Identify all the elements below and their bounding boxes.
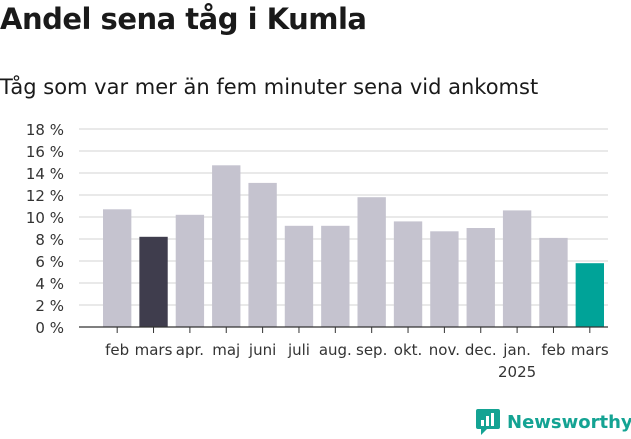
x-tick-label: feb (105, 341, 129, 359)
y-tick-label: 0 % (35, 319, 64, 337)
bar (357, 197, 386, 327)
bar (248, 182, 277, 327)
x-tick-label: juli (287, 341, 310, 359)
bar (139, 236, 168, 327)
bar (430, 231, 459, 327)
y-tick-label: 4 % (35, 275, 64, 293)
bar (284, 225, 314, 327)
x-tick-label: maj (212, 341, 240, 359)
chart-title: Andel sena tåg i Kumla (0, 2, 367, 36)
x-tick-label: sep. (356, 341, 387, 359)
x-tick-label: mars (135, 341, 173, 359)
bar (502, 210, 532, 327)
x-tick-label: aug. (319, 341, 352, 359)
bar (466, 228, 495, 327)
bar (393, 221, 423, 327)
newsworthy-logo-icon (476, 409, 500, 435)
x-tick-label: okt. (394, 341, 423, 359)
bar (539, 237, 568, 327)
y-tick-label: 16 % (26, 143, 64, 161)
y-tick-label: 6 % (35, 253, 64, 271)
bar (102, 209, 132, 327)
brand-logo: Newsworthy (475, 407, 631, 437)
x-tick-label: mars (571, 341, 609, 359)
bar (175, 214, 205, 327)
x-tick-label: apr. (176, 341, 204, 359)
y-tick-label: 18 % (26, 121, 64, 139)
x-tick-label: nov. (429, 341, 460, 359)
x-tick-label: juni (248, 341, 276, 359)
y-tick-label: 2 % (35, 297, 64, 315)
y-tick-label: 10 % (26, 209, 64, 227)
x-tick-label: feb (541, 341, 565, 359)
y-tick-label: 12 % (26, 187, 64, 205)
y-tick-label: 8 % (35, 231, 64, 249)
x-tick-label: dec. (465, 341, 497, 359)
y-tick-label: 14 % (26, 165, 64, 183)
x-tick-label: jan. (502, 341, 531, 359)
bar (212, 165, 241, 327)
bar (321, 225, 350, 327)
bar (575, 263, 605, 327)
chart-subtitle: Tåg som var mer än fem minuter sena vid … (0, 75, 539, 99)
brand-name: Newsworthy (507, 411, 631, 433)
x-year-label: 2025 (498, 363, 536, 381)
